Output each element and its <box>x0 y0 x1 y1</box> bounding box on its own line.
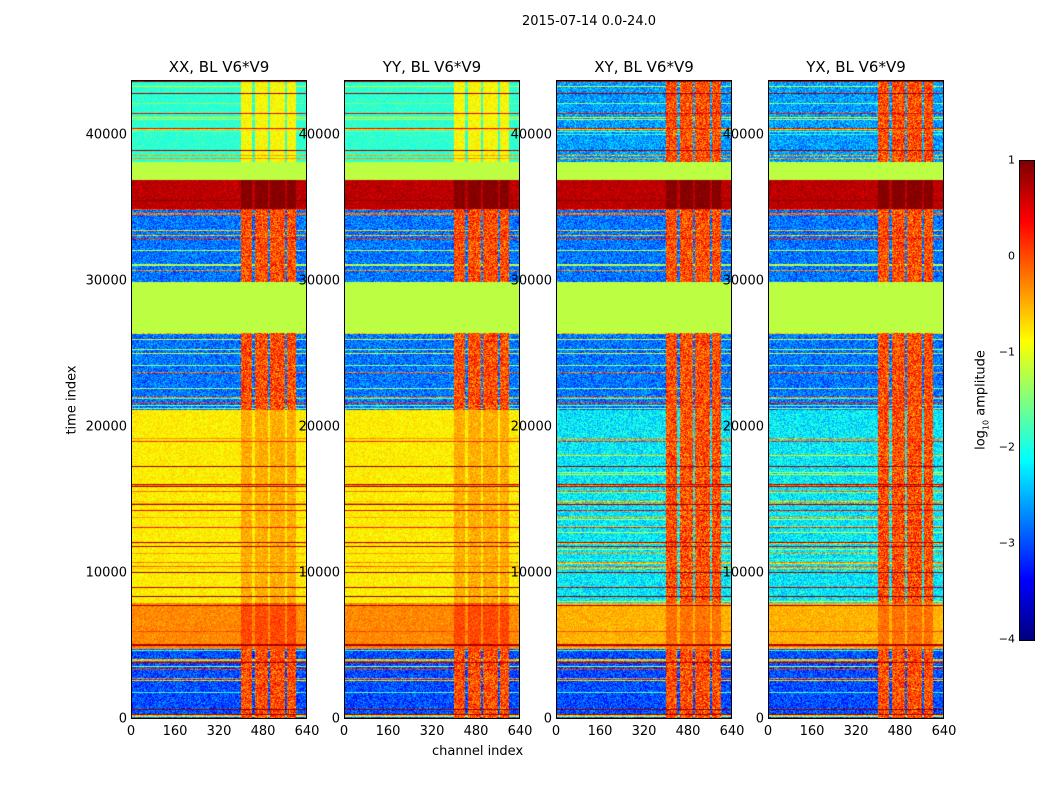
y-tick-label: 40000 <box>722 127 764 143</box>
x-tick-label: 640 <box>507 724 533 739</box>
y-tick-label: 20000 <box>85 419 127 435</box>
y-tick-label: 40000 <box>298 127 340 143</box>
x-tick-label: 0 <box>551 724 561 739</box>
y-tick-label: 10000 <box>298 565 340 581</box>
y-tick-label: 20000 <box>510 419 552 435</box>
y-tick-label: 40000 <box>510 127 552 143</box>
colorbar-tick-label: 1 <box>1008 153 1015 167</box>
x-tick-label: 320 <box>631 724 657 739</box>
x-tick-label: 320 <box>419 724 445 739</box>
x-tick-label: 640 <box>931 724 957 739</box>
colorbar-tick-label: −2 <box>998 440 1015 454</box>
x-tick-label: 0 <box>126 724 136 739</box>
y-tick-label: 30000 <box>298 273 340 289</box>
panel-title: YX, BL V6*V9 <box>806 58 906 76</box>
y-tick-label: 10000 <box>722 565 764 581</box>
colorbar-tick-label: −3 <box>998 536 1015 550</box>
colorbar-tick-label: 0 <box>1008 249 1015 263</box>
heatmap-panel-yx: YX, BL V6*V9 0 10000 20000 30000 40000 0 160 320… <box>723 58 957 739</box>
heatmap-cells <box>768 80 944 719</box>
x-axis-label: channel index <box>432 744 524 759</box>
panel-title: XX, BL V6*V9 <box>168 58 270 76</box>
x-tick-label: 160 <box>799 724 825 739</box>
y-tick-label: 20000 <box>722 419 764 435</box>
heatmap-panel-xx: XX, BL V6*V9 0 10000 20000 30000 40000 0 160 320… <box>86 58 320 739</box>
y-tick-label: 0 <box>118 711 127 727</box>
heatmap-panel-yy: YY, BL V6*V9 0 10000 20000 30000 40000 0 160 320… <box>299 58 533 739</box>
y-tick-label: 10000 <box>85 565 127 581</box>
heatmap-cells <box>344 80 520 719</box>
axes-frame <box>131 80 307 719</box>
colorbar-tick-label: −1 <box>998 345 1015 359</box>
x-tick-label: 480 <box>250 724 276 739</box>
x-tick-label: 480 <box>675 724 701 739</box>
y-tick-label: 0 <box>755 711 764 727</box>
axes-frame <box>768 80 944 719</box>
colorbar <box>1019 160 1035 641</box>
x-tick-label: 0 <box>339 724 349 739</box>
y-axis-label: time index <box>64 365 80 435</box>
y-tick-label: 0 <box>331 711 340 727</box>
x-tick-label: 480 <box>463 724 489 739</box>
x-tick-label: 320 <box>843 724 869 739</box>
x-tick-label: 160 <box>587 724 613 739</box>
x-tick-label: 160 <box>375 724 401 739</box>
y-tick-label: 30000 <box>85 273 127 289</box>
figure-title: 2015-07-14 0.0-24.0 <box>522 14 656 29</box>
y-tick-label: 40000 <box>85 127 127 143</box>
axes-frame <box>556 80 732 719</box>
panel-title: YY, BL V6*V9 <box>382 58 482 76</box>
x-tick-label: 160 <box>162 724 188 739</box>
y-tick-label: 30000 <box>510 273 552 289</box>
heatmap-cells <box>131 80 307 719</box>
axes-frame <box>344 80 520 719</box>
y-tick-label: 10000 <box>510 565 552 581</box>
x-tick-label: 0 <box>763 724 773 739</box>
x-tick-label: 640 <box>719 724 745 739</box>
colorbar-label: log10 amplitude <box>973 350 991 450</box>
colorbar-tick-label: −4 <box>998 632 1015 646</box>
x-tick-label: 480 <box>887 724 913 739</box>
x-tick-label: 320 <box>206 724 232 739</box>
y-tick-label: 20000 <box>298 419 340 435</box>
panel-title: XY, BL V6*V9 <box>594 58 694 76</box>
heatmap-cells <box>556 80 732 719</box>
heatmap-panel-xy: XY, BL V6*V9 0 10000 20000 30000 40000 0 160 320… <box>511 58 745 739</box>
y-tick-label: 30000 <box>722 273 764 289</box>
x-tick-label: 640 <box>294 724 320 739</box>
y-tick-label: 0 <box>543 711 552 727</box>
